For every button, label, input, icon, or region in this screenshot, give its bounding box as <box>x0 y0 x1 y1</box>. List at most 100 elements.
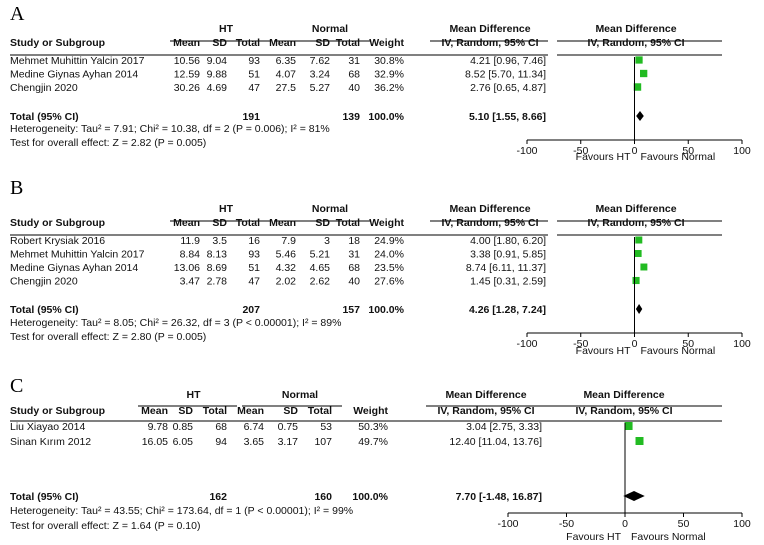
sd2-value: 3.17 <box>278 436 299 448</box>
x-tick-label: -50 <box>559 518 574 530</box>
sd1-header: SD <box>212 217 227 229</box>
total2-value: 107 <box>314 436 332 448</box>
mean1-value: 30.26 <box>174 82 200 94</box>
md-ci-value: 4.21 [0.96, 7.46] <box>470 55 546 67</box>
weight-value: 32.9% <box>374 69 404 81</box>
mean-difference-header: Mean Difference <box>445 389 526 401</box>
weight-value: 49.7% <box>358 436 388 448</box>
sd1-value: 9.04 <box>207 55 228 67</box>
method-header: IV, Random, 95% CI <box>437 405 534 417</box>
heterogeneity-text: Heterogeneity: Tau² = 7.91; Chi² = 10.38… <box>10 123 330 135</box>
pooled-diamond <box>623 491 645 501</box>
forest-panel-b: B HT Normal Mean Difference Mean Difference S… <box>10 177 751 357</box>
sd2-value: 5.21 <box>310 249 331 261</box>
forest-panel-a: A HT Normal Mean Difference Mean Difference S… <box>10 3 751 163</box>
method-header: IV, Random, 95% CI <box>441 37 538 49</box>
mean2-value: 4.07 <box>276 69 297 81</box>
weight-value: 23.5% <box>374 262 404 274</box>
total-label: Total (95% CI) <box>10 491 79 503</box>
total-label: Total (95% CI) <box>10 111 79 123</box>
effect-square <box>635 56 643 64</box>
mean-difference-plot-header: Mean Difference <box>595 203 676 215</box>
study-column-header: Study or Subgroup <box>10 37 105 49</box>
mean2-header: Mean <box>269 217 296 229</box>
x-tick-label: 100 <box>733 338 751 350</box>
study-name: Mehmet Muhittin Yalcin 2017 <box>10 249 145 261</box>
mean2-header: Mean <box>237 405 264 417</box>
sd1-header: SD <box>178 405 193 417</box>
pooled-diamond <box>636 111 644 121</box>
sd1-value: 9.88 <box>207 69 228 81</box>
total2-sum: 157 <box>342 304 360 316</box>
x-tick-label: -50 <box>573 145 588 157</box>
total1-value: 93 <box>248 55 260 67</box>
group1-header: HT <box>219 203 234 215</box>
total1-sum: 207 <box>242 304 260 316</box>
sd1-value: 2.78 <box>207 276 228 288</box>
overall-effect-text: Test for overall effect: Z = 2.82 (P = 0… <box>10 137 206 149</box>
sd2-value: 3.24 <box>310 69 331 81</box>
mean-difference-header: Mean Difference <box>449 203 530 215</box>
forest-panel-c: C HT Normal Mean Difference Mean Difference S… <box>10 375 751 543</box>
total-ci-value: 5.10 [1.55, 8.66] <box>469 111 546 123</box>
x-tick-label: 100 <box>733 518 751 530</box>
total2-value: 40 <box>348 82 360 94</box>
study-column-header: Study or Subgroup <box>10 217 105 229</box>
md-ci-value: 3.38 [0.91, 5.85] <box>470 249 546 261</box>
total1-header: Total <box>203 405 227 417</box>
x-tick-label: 50 <box>682 145 694 157</box>
method-plot-header: IV, Random, 95% CI <box>575 405 672 417</box>
total2-value: 68 <box>348 262 360 274</box>
study-name: Medine Giynas Ayhan 2014 <box>10 69 138 81</box>
sd2-value: 5.27 <box>310 82 331 94</box>
x-tick-label: 50 <box>682 338 694 350</box>
total1-value: 93 <box>248 249 260 261</box>
sd2-header: SD <box>315 217 330 229</box>
mean1-header: Mean <box>173 37 200 49</box>
group2-header: Normal <box>312 23 348 35</box>
mean2-value: 6.35 <box>276 55 297 67</box>
mean-difference-plot-header: Mean Difference <box>595 23 676 35</box>
favours-right-label: Favours Normal <box>631 531 706 543</box>
total2-header: Total <box>336 217 360 229</box>
effect-square <box>640 263 648 271</box>
sd2-value: 4.65 <box>310 262 331 274</box>
weight-value: 50.3% <box>358 421 388 433</box>
total2-value: 40 <box>348 276 360 288</box>
total1-value: 94 <box>215 436 227 448</box>
weight-value: 24.9% <box>374 235 404 247</box>
weight-header: Weight <box>353 405 388 417</box>
study-column-header: Study or Subgroup <box>10 405 105 417</box>
total2-value: 31 <box>348 249 360 261</box>
favours-left-label: Favours HT <box>576 345 631 357</box>
effect-square <box>634 250 642 257</box>
effect-square <box>635 437 644 445</box>
total2-value: 53 <box>320 421 332 433</box>
x-tick-label: -100 <box>516 145 537 157</box>
mean2-value: 27.5 <box>276 82 297 94</box>
total2-value: 31 <box>348 55 360 67</box>
effect-square <box>633 83 642 91</box>
total-weight: 100.0% <box>368 111 404 123</box>
heterogeneity-text: Heterogeneity: Tau² = 43.55; Chi² = 173.… <box>10 505 353 517</box>
mean1-value: 11.9 <box>180 235 200 247</box>
sd2-header: SD <box>283 405 298 417</box>
weight-header: Weight <box>369 217 404 229</box>
weight-value: 27.6% <box>374 276 404 288</box>
weight-header: Weight <box>369 37 404 49</box>
mean2-value: 4.32 <box>276 262 297 274</box>
study-name: Chengjin 2020 <box>10 82 78 94</box>
x-tick-label: -50 <box>573 338 588 350</box>
mean-difference-plot-header: Mean Difference <box>583 389 664 401</box>
panel-label: C <box>10 375 23 397</box>
mean1-value: 16.05 <box>142 436 168 448</box>
sd1-value: 0.85 <box>173 421 194 433</box>
study-name: Sinan Kırım 2012 <box>10 436 91 448</box>
sd1-value: 4.69 <box>207 82 228 94</box>
group1-header: HT <box>187 389 202 401</box>
study-name: Liu Xiayao 2014 <box>10 421 85 433</box>
sd1-value: 8.69 <box>207 262 228 274</box>
total2-value: 18 <box>348 235 360 247</box>
sd1-value: 8.13 <box>207 249 228 261</box>
weight-value: 24.0% <box>374 249 404 261</box>
